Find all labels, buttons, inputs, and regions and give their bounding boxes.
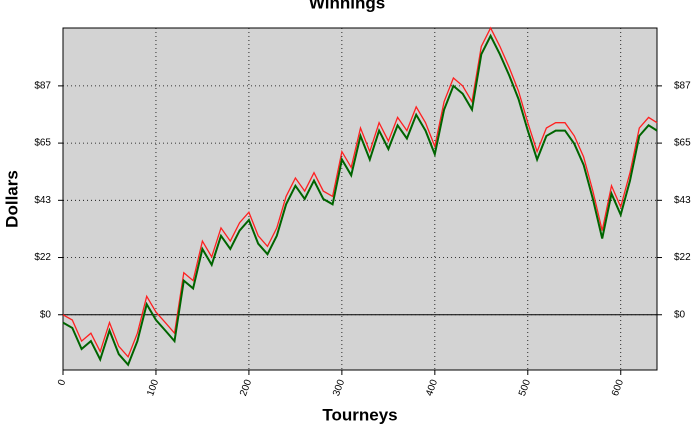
y-tick-label: $87 (34, 81, 51, 92)
y2-tick-label: $22 (674, 252, 691, 263)
y-axis-title: Dollars (2, 170, 21, 228)
y-tick-label: $0 (40, 309, 52, 320)
line-series (62, 33, 658, 367)
y2-tick-label: $87 (674, 81, 691, 92)
x-tick-label: 500 (517, 378, 533, 398)
x-tick-label: 200 (238, 378, 254, 398)
y-tick-label: $43 (34, 195, 51, 206)
x-axis-title: Tourneys (322, 405, 397, 424)
x-tick-label: 600 (610, 378, 626, 398)
chart-title: Winnings (309, 0, 385, 12)
y2-tick-label: $0 (674, 309, 686, 320)
y-tick-label: $65 (34, 138, 51, 149)
x-tick-label: 0 (56, 378, 68, 387)
y2-tick-label: $65 (674, 138, 691, 149)
y2-tick-label: $43 (674, 195, 691, 206)
x-tick-label: 300 (331, 378, 347, 398)
plot-background (62, 27, 658, 371)
x-tick-label: 100 (145, 378, 161, 398)
x-tick-label: 400 (424, 378, 440, 398)
y-tick-label: $22 (34, 252, 51, 263)
line-series (62, 26, 658, 359)
